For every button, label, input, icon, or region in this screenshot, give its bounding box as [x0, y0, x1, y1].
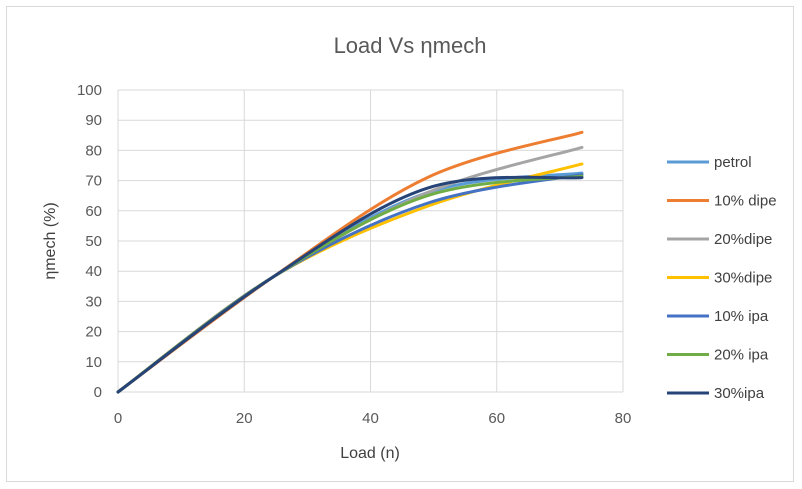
x-tick-label: 60	[488, 410, 505, 427]
y-tick-label: 90	[85, 112, 102, 129]
x-axis-ticks: 0 20 40 60 80	[114, 410, 632, 427]
y-tick-label: 100	[77, 82, 102, 99]
legend-label: 30%dipe	[714, 270, 772, 287]
series-line-petrol	[116, 171, 584, 394]
legend-label: 30%ipa	[714, 385, 765, 402]
y-tick-label: 0	[94, 384, 102, 401]
y-tick-label: 10	[85, 354, 102, 371]
legend-label: 20% ipa	[714, 347, 769, 364]
series-lines	[116, 130, 584, 394]
x-tick-label: 40	[362, 410, 379, 427]
x-axis-title: Load (n)	[340, 445, 400, 462]
legend-label: 10% ipa	[714, 308, 769, 325]
series-line-30-ipa	[116, 175, 584, 394]
x-tick-label: 80	[615, 410, 632, 427]
y-tick-label: 20	[85, 324, 102, 341]
legend-label: 20%dipe	[714, 231, 772, 248]
y-tick-label: 60	[85, 203, 102, 220]
legend-label: 10% dipe	[714, 193, 777, 210]
y-axis-title: ηmech (%)	[42, 202, 59, 279]
y-axis-ticks: 0 10 20 30 40 50 60 70 80 90 100	[77, 82, 102, 401]
series-line-10-dipe	[116, 130, 584, 394]
legend-label: petrol	[714, 154, 752, 171]
y-tick-label: 70	[85, 173, 102, 190]
chart-frame	[6, 6, 794, 482]
series-line-20-ipa	[116, 174, 584, 394]
x-tick-label: 0	[114, 410, 122, 427]
gridlines	[117, 89, 624, 393]
series-line-30-dipe	[116, 162, 584, 394]
chart-title: Load Vs ηmech	[334, 33, 487, 58]
y-tick-label: 50	[85, 233, 102, 250]
series-line-10-ipa	[116, 173, 584, 394]
y-tick-label: 80	[85, 142, 102, 159]
legend: petrol 10% dipe 20%dipe 30%dipe 10% ipa 20% i…	[667, 154, 777, 402]
x-tick-label: 20	[236, 410, 253, 427]
y-tick-label: 30	[85, 293, 102, 310]
y-tick-label: 40	[85, 263, 102, 280]
